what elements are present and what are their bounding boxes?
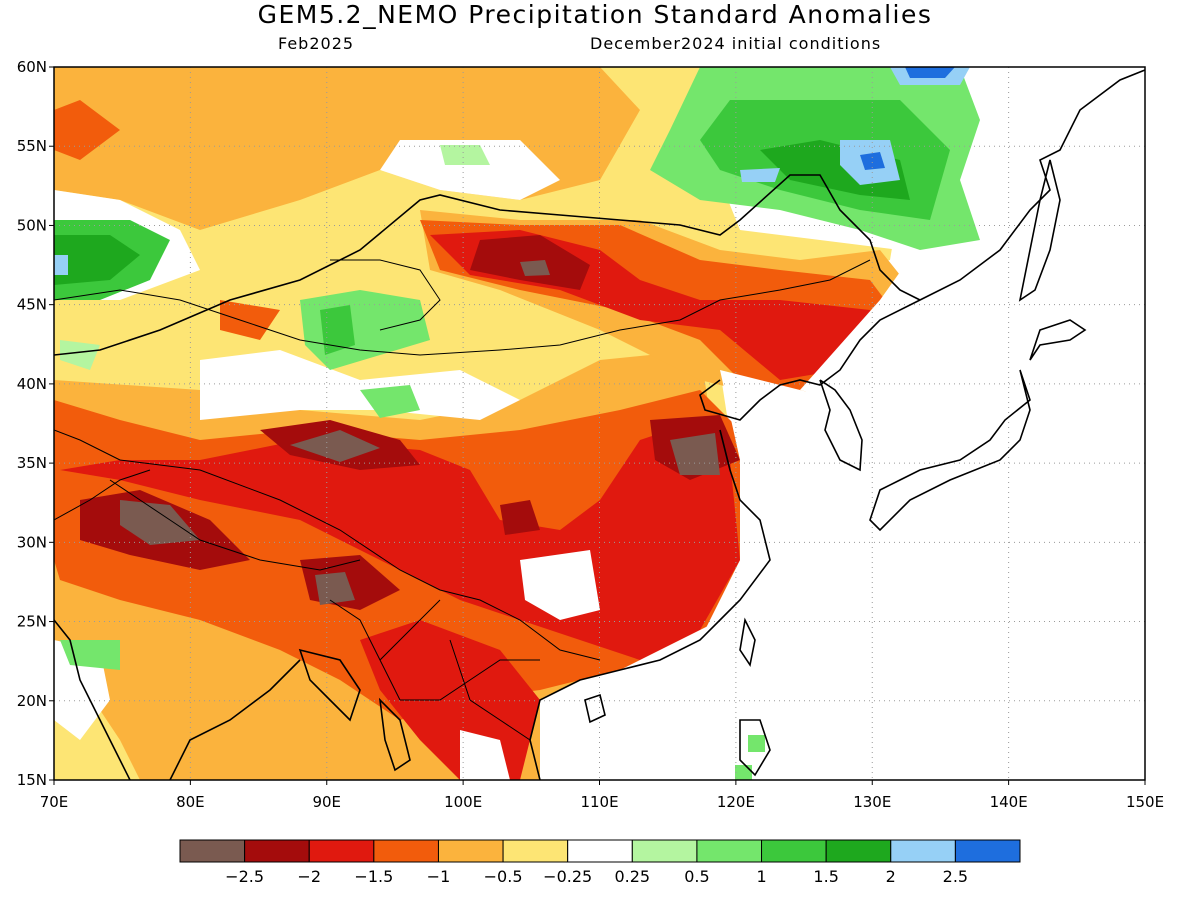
- lon-tick-label: 110E: [580, 793, 618, 811]
- lon-tick-label: 150E: [1126, 793, 1164, 811]
- colorbar-swatch: [825, 839, 892, 863]
- lon-tick-label: 80E: [176, 793, 205, 811]
- colorbar-label: −1.5: [354, 867, 393, 886]
- colorbar-label: 0.5: [684, 867, 709, 886]
- colorbar-swatch: [954, 839, 1021, 863]
- country-borders: [54, 259, 871, 741]
- colorbar-swatch: [179, 839, 246, 863]
- lat-tick-label: 40N: [17, 375, 47, 393]
- coastlines: [54, 69, 1145, 780]
- colorbar-label: −2.5: [225, 867, 264, 886]
- map-title: GEM5.2_NEMO Precipitation Standard Anoma…: [257, 0, 933, 29]
- colorbar-swatch: [373, 839, 439, 863]
- colorbar-swatch: [244, 839, 310, 863]
- colorbar-label: −0.25: [543, 867, 592, 886]
- lat-tick-label: 50N: [17, 216, 47, 234]
- colorbar-label: 1: [756, 867, 766, 886]
- latitude-axis: 15N 20N 25N 30N 35N 40N 45N 50N 55N 60N: [17, 58, 54, 789]
- colorbar-swatch: [437, 839, 504, 863]
- colorbar-label: −0.5: [484, 867, 523, 886]
- lat-tick-label: 15N: [17, 771, 47, 789]
- anomaly-field: [54, 67, 1145, 780]
- lat-tick-label: 45N: [17, 296, 47, 314]
- colorbar-label: 1.5: [813, 867, 838, 886]
- colorbar-label: 2: [886, 867, 896, 886]
- colorbar-label: 2.5: [943, 867, 968, 886]
- colorbar-swatch: [696, 839, 763, 863]
- forecast-month: Feb2025: [278, 34, 355, 53]
- colorbar-label: −1: [427, 867, 451, 886]
- colorbar-label: 0.25: [614, 867, 650, 886]
- longitude-axis: 70E 80E 90E 100E 110E 120E 130E 140E 150E: [40, 780, 1164, 811]
- lat-tick-label: 55N: [17, 137, 47, 155]
- colorbar: −2.5 −2 −1.5 −1 −0.5 −0.25 0.25 0.5 1 1.5 2 2.5: [179, 839, 1021, 886]
- colorbar-swatch: [631, 839, 698, 863]
- lon-tick-label: 100E: [444, 793, 482, 811]
- lon-tick-label: 70E: [40, 793, 69, 811]
- colorbar-label: −2: [297, 867, 321, 886]
- lon-tick-label: 120E: [717, 793, 755, 811]
- map-gridlines: [54, 67, 1145, 780]
- lon-tick-label: 130E: [853, 793, 891, 811]
- lat-tick-label: 60N: [17, 58, 47, 76]
- colorbar-swatch: [890, 839, 956, 863]
- lon-tick-label: 90E: [312, 793, 341, 811]
- colorbar-swatch: [761, 839, 827, 863]
- colorbar-swatch: [567, 839, 633, 863]
- lat-tick-label: 25N: [17, 613, 47, 631]
- colorbar-swatch: [502, 839, 569, 863]
- lat-tick-label: 35N: [17, 454, 47, 472]
- lat-tick-label: 30N: [17, 533, 47, 551]
- lat-tick-label: 20N: [17, 692, 47, 710]
- lon-tick-label: 140E: [990, 793, 1028, 811]
- initial-conditions: December2024 initial conditions: [590, 34, 882, 53]
- colorbar-swatch: [308, 839, 375, 863]
